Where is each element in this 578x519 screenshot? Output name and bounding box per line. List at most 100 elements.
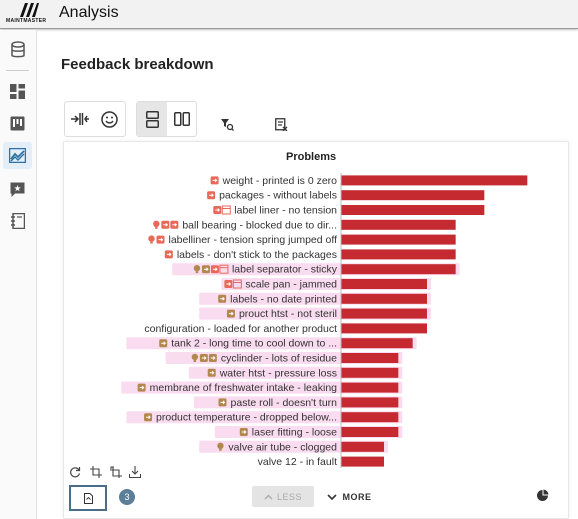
bar[interactable] (341, 175, 528, 186)
bar[interactable] (341, 456, 384, 467)
maintmaster-logo: MAINTMASTER (6, 2, 50, 26)
tag-arrow (209, 370, 215, 375)
refresh-button[interactable] (68, 465, 82, 479)
bar[interactable] (341, 323, 427, 334)
app-title: Analysis (59, 4, 119, 21)
bar[interactable] (341, 367, 399, 378)
tag-arrow (161, 341, 166, 346)
bar[interactable] (341, 219, 456, 230)
sidebar-item-kanban[interactable] (3, 110, 32, 137)
tag-arrow (228, 311, 234, 316)
export-document-button[interactable] (69, 485, 107, 511)
bulb-base (155, 226, 158, 229)
tag-arrow (212, 178, 218, 183)
category-label: product temperature - dropped below... (156, 412, 337, 424)
tag-arrow (201, 356, 207, 360)
bulb-base (150, 241, 153, 244)
bar[interactable] (341, 249, 456, 260)
bulb-base (219, 448, 222, 451)
chevron-up-icon (264, 494, 273, 499)
zoom-select-button[interactable] (89, 465, 103, 479)
category-label: packages - without labels (219, 190, 337, 202)
show-less-button[interactable]: LESS (252, 486, 314, 507)
rows-layout-button[interactable] (137, 102, 167, 136)
sidebar-item-feedback[interactable] (3, 176, 32, 203)
dashboard-icon (10, 84, 25, 99)
bulb-icon (148, 235, 155, 242)
download-icon (129, 466, 141, 478)
chart-title: Problems (286, 151, 337, 163)
category-label: valve 12 - in fault (258, 456, 337, 468)
bar[interactable] (341, 190, 485, 201)
chevron-down-icon (326, 493, 337, 500)
calendar-icon (232, 279, 242, 289)
bar[interactable] (341, 308, 427, 319)
sidebar-item-dashboard[interactable] (3, 78, 32, 105)
tag-arrow (139, 385, 145, 390)
sentiment-button[interactable] (96, 107, 122, 131)
category-label: weight - printed is 0 zero (222, 175, 338, 187)
bar[interactable] (341, 382, 399, 393)
category-label: paste roll - doesn't turn (231, 397, 338, 409)
show-more-button[interactable]: MORE (323, 486, 375, 507)
download-button[interactable] (128, 465, 142, 479)
sidebar (0, 30, 37, 519)
row-highlight (121, 381, 403, 394)
bar[interactable] (341, 397, 399, 408)
tag-arrow (210, 356, 216, 360)
document-icon (83, 492, 93, 504)
compare-icon (71, 113, 89, 125)
calendar-icon (219, 264, 229, 274)
tag-arrow (220, 400, 226, 405)
pie-chart-icon (537, 489, 549, 501)
zoom-reset-button[interactable] (109, 465, 123, 479)
smiley-icon (100, 110, 118, 128)
compare-button[interactable] (67, 107, 93, 131)
tag-arrow (172, 222, 178, 227)
bar[interactable] (341, 338, 413, 349)
tag-arrow (166, 252, 172, 257)
category-label: labels - don't stick to the packages (177, 249, 337, 261)
notebook-icon (10, 212, 25, 229)
sidebar-item-notebook[interactable] (3, 207, 32, 234)
sidebar-item-database[interactable] (3, 36, 32, 63)
bar[interactable] (341, 427, 399, 437)
sidebar-item-analysis[interactable] (3, 142, 32, 169)
bar[interactable] (341, 353, 399, 363)
pie-chart-toggle-button[interactable] (536, 489, 549, 507)
problems-bar-chart: weight - printed is 0 zero packages - wit… (121, 173, 528, 468)
tag-arrow (163, 222, 169, 227)
bulb-base (195, 271, 199, 274)
bar[interactable] (341, 205, 485, 215)
tag-arrow (158, 237, 164, 242)
bar[interactable] (341, 293, 427, 304)
category-label: membrane of freshwater intake - leaking (150, 382, 337, 394)
rows-layout-icon (145, 110, 159, 128)
page-title: Feedback breakdown (61, 56, 214, 73)
category-label: label separator - sticky (232, 264, 338, 276)
clear-filter-button[interactable] (270, 114, 292, 134)
bar[interactable] (341, 412, 399, 423)
category-label: valve air tube - clogged (228, 441, 337, 453)
bar[interactable] (341, 441, 384, 452)
category-label: tank 2 - long time to cool down to ... (171, 338, 337, 350)
kanban-icon (10, 116, 25, 131)
show-less-label: LESS (276, 491, 302, 502)
tag-arrow (241, 430, 247, 434)
tag-arrow (203, 267, 209, 272)
bulb-icon (153, 220, 160, 227)
category-label: configuration - loaded for another produ… (144, 323, 337, 335)
category-label: prouct htst - not steril (239, 308, 337, 320)
filter-search-button[interactable] (216, 114, 238, 134)
bar[interactable] (341, 234, 456, 245)
row-highlight (126, 411, 403, 424)
category-label: labels - no date printed (230, 293, 337, 305)
columns-layout-button[interactable] (167, 102, 196, 136)
logo-text: MAINTMASTER (6, 18, 47, 24)
bar[interactable] (341, 264, 456, 275)
calendar-icon (221, 205, 231, 215)
tag-arrow (209, 193, 214, 198)
bulb-icon (193, 265, 201, 272)
bar[interactable] (341, 279, 427, 289)
clear-filter-icon (274, 117, 287, 131)
